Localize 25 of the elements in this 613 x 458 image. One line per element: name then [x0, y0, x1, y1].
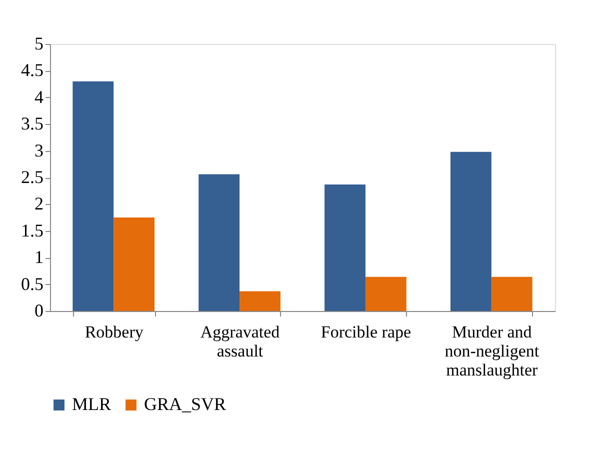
y-tick-label: 1.5 — [21, 220, 44, 240]
bar — [365, 276, 406, 311]
y-tick-label: 5 — [34, 34, 44, 54]
bar — [240, 291, 280, 311]
x-tick-label: Robbery — [84, 322, 144, 342]
y-tick-label: 4 — [34, 86, 44, 107]
y-tick-label: 2 — [34, 194, 44, 214]
bar — [114, 218, 155, 311]
y-tick-label: 0 — [34, 300, 44, 320]
bar — [450, 152, 492, 311]
x-tick-label: Forcible rape — [320, 322, 412, 342]
y-tick-label: 2.5 — [21, 167, 44, 187]
x-tick-label: Murder and non-negligent manslaughter — [444, 322, 540, 380]
y-tick-label: 4.5 — [21, 60, 44, 80]
bar — [198, 174, 240, 311]
y-tick-label: 0.5 — [21, 274, 44, 294]
x-tick-label: Aggravated assault — [200, 322, 280, 360]
legend-label: MLR — [72, 394, 112, 414]
bar — [324, 184, 366, 311]
y-tick-label: 3.5 — [21, 114, 44, 134]
bar — [491, 276, 532, 311]
bar — [72, 81, 114, 311]
y-tick-label: 3 — [34, 140, 44, 160]
y-tick-label: 1 — [34, 247, 44, 268]
legend-label: GRA_SVR — [144, 394, 226, 414]
